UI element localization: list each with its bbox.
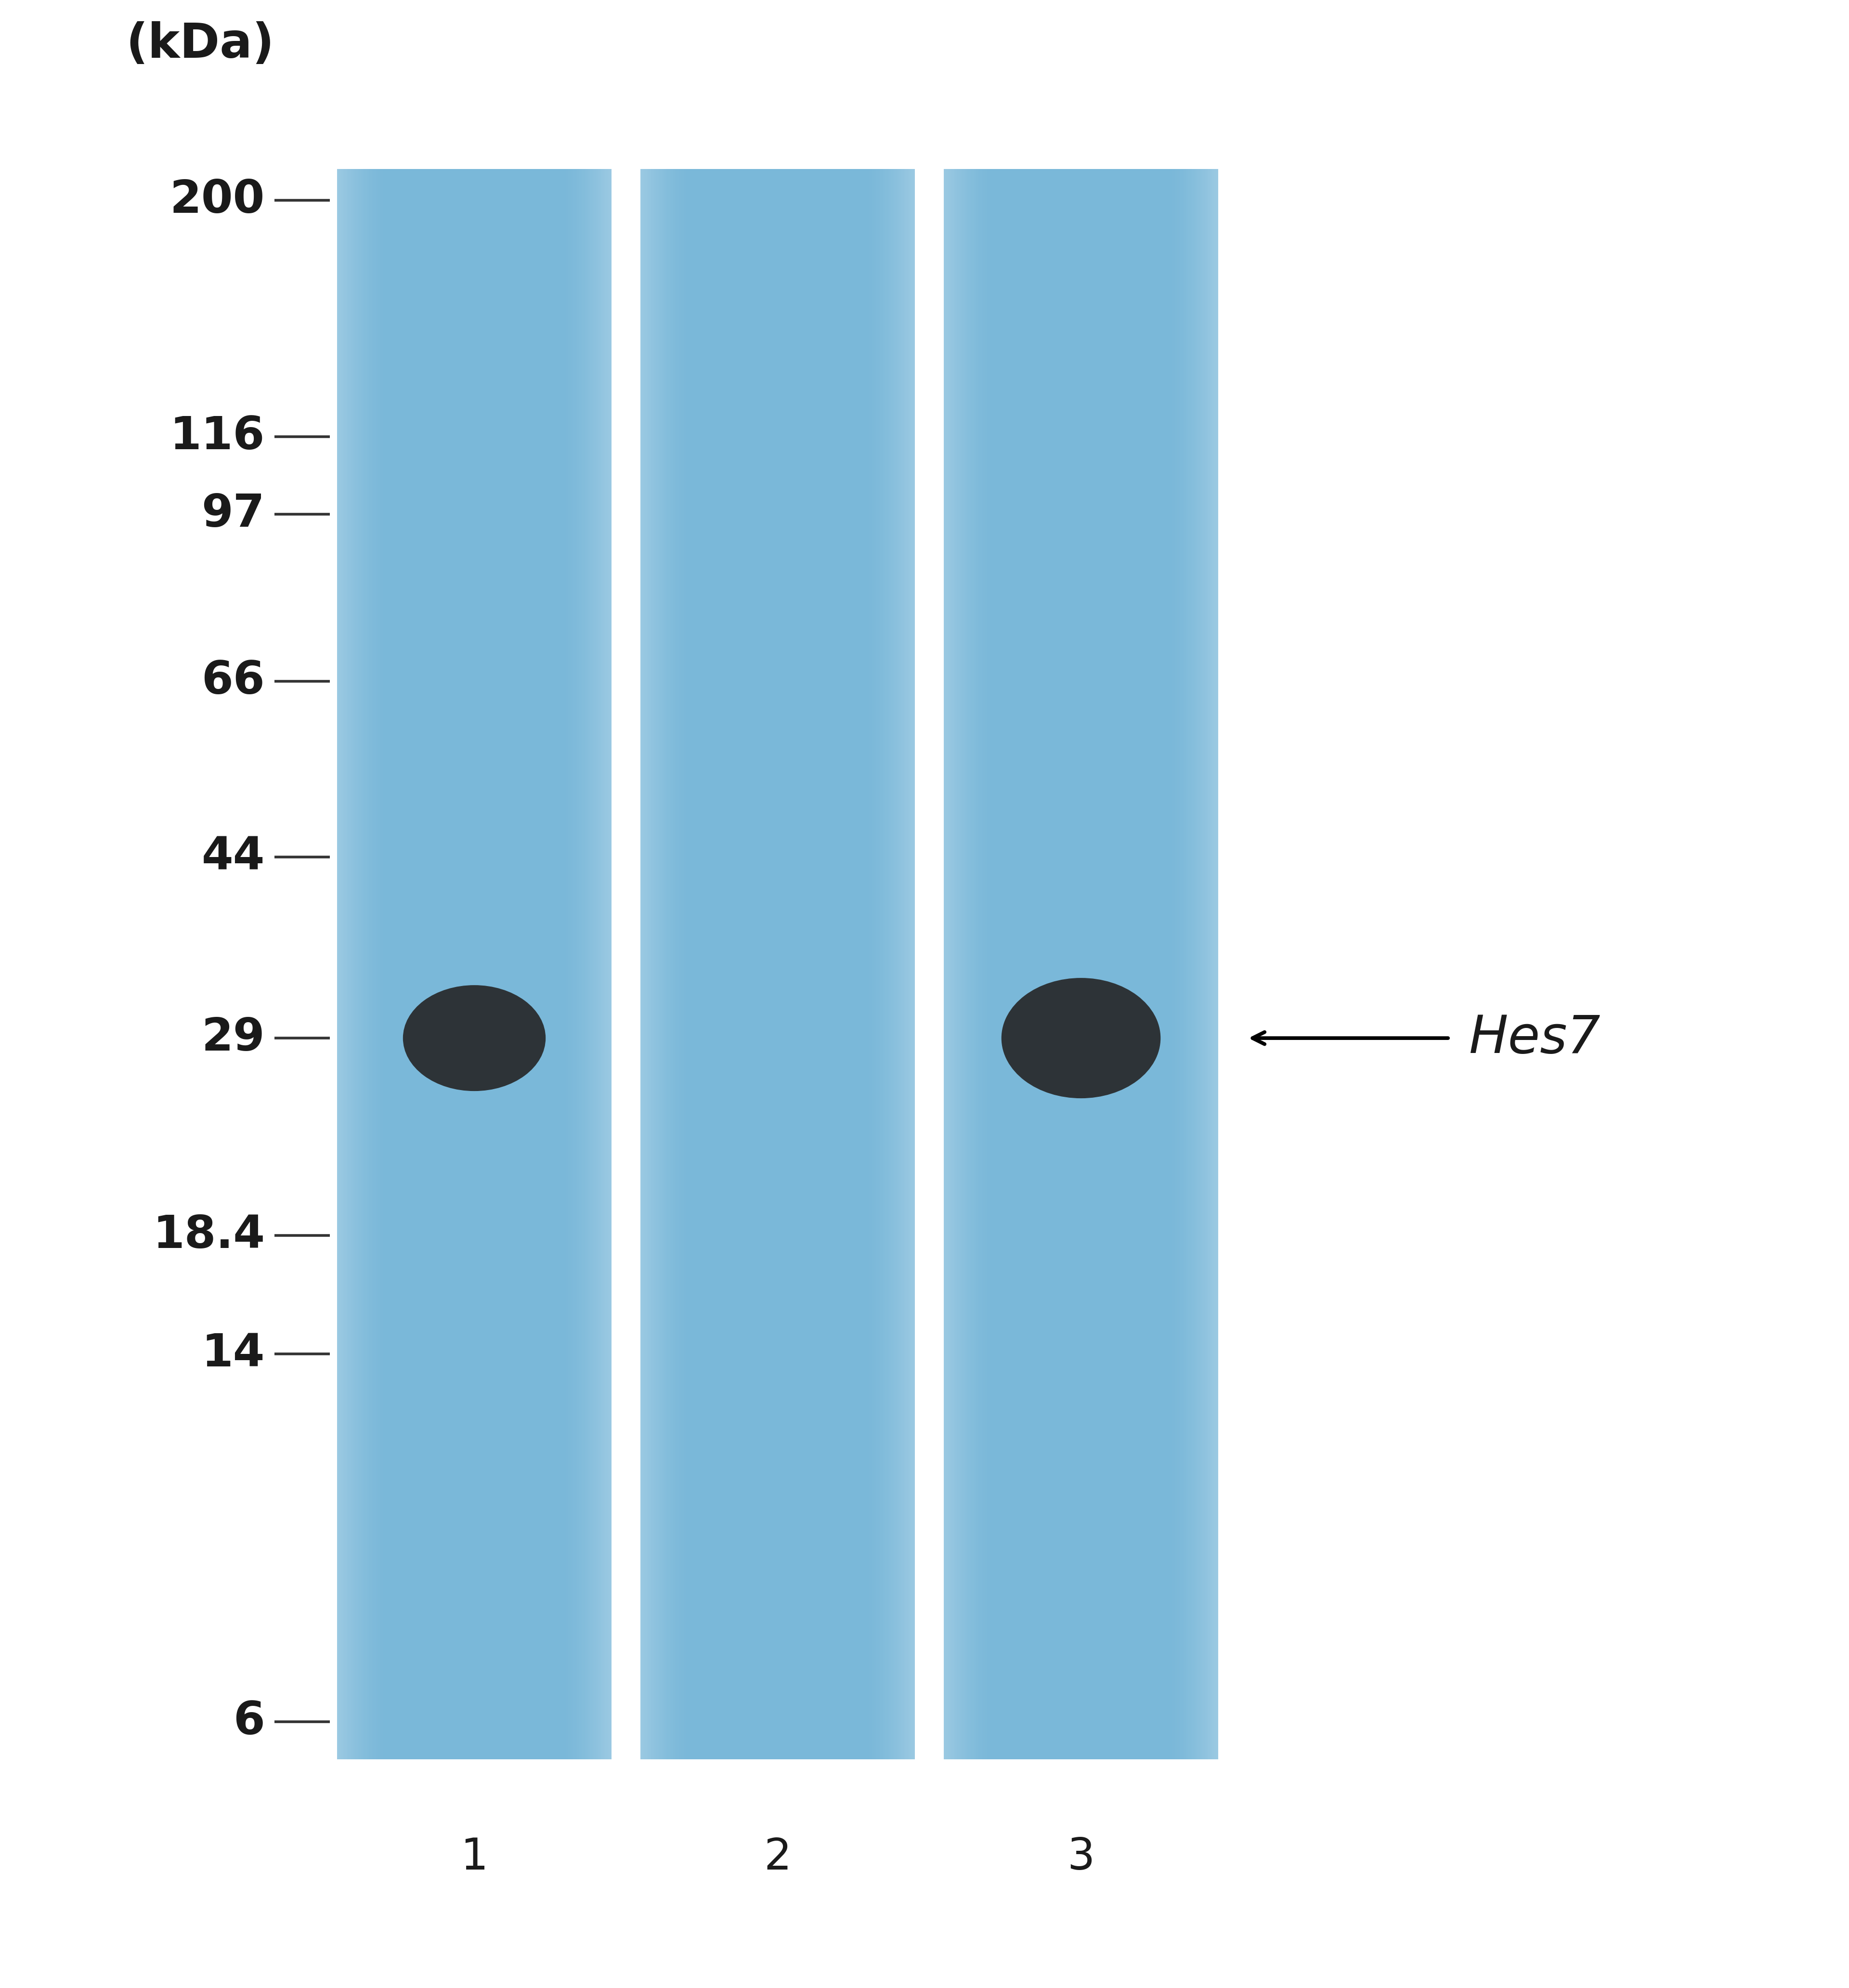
Ellipse shape xyxy=(1002,978,1161,1097)
Text: 97: 97 xyxy=(202,493,264,537)
Text: 66: 66 xyxy=(202,660,264,704)
Text: 29: 29 xyxy=(202,1016,264,1060)
Text: 2: 2 xyxy=(764,1837,791,1879)
Text: 116: 116 xyxy=(170,415,264,459)
Text: 44: 44 xyxy=(202,835,264,879)
Ellipse shape xyxy=(403,986,545,1091)
Text: Hes7: Hes7 xyxy=(1468,1012,1601,1064)
Text: 18.4: 18.4 xyxy=(153,1213,264,1258)
Text: 3: 3 xyxy=(1067,1837,1095,1879)
Text: 200: 200 xyxy=(170,179,264,223)
Text: MW: MW xyxy=(163,0,274,10)
Bar xyxy=(640,169,915,1759)
Bar xyxy=(337,169,612,1759)
Bar xyxy=(915,169,943,1759)
Text: 1: 1 xyxy=(460,1837,488,1879)
Text: 14: 14 xyxy=(202,1332,264,1376)
Bar xyxy=(943,169,1218,1759)
Text: (kDa): (kDa) xyxy=(126,22,274,68)
Bar xyxy=(612,169,640,1759)
Text: 6: 6 xyxy=(233,1700,264,1743)
